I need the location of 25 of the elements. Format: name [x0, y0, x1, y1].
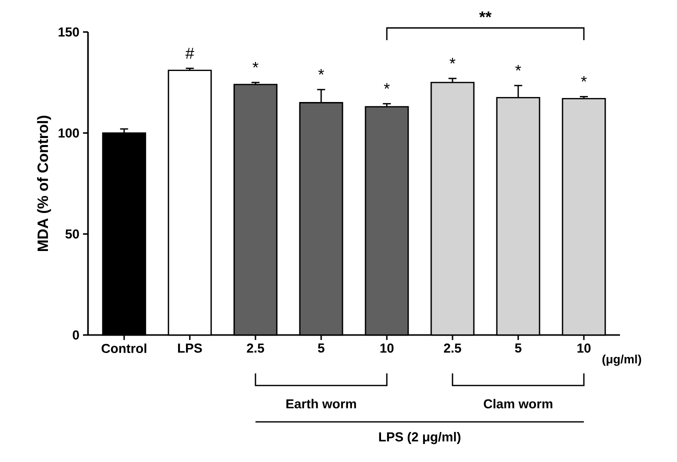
x-tick-label: 5 [318, 344, 324, 353]
data-label: * [252, 62, 258, 68]
y-tick-label: 0 [72, 330, 79, 340]
data-label: * [450, 58, 456, 64]
y-tick-label: 150 [58, 27, 79, 37]
text: (μg/ml) [602, 354, 642, 366]
text: ** [479, 11, 492, 18]
y-axis-title: MDA (% of Control) [37, 116, 52, 251]
text: Clam worm [484, 398, 552, 408]
x-tick-label: Control [102, 344, 146, 354]
x-tick-label: 2.5 [444, 344, 462, 353]
y-tick-label: 50 [65, 229, 79, 239]
x-tick-label: 5 [515, 344, 522, 353]
x-tick-label: 10 [380, 344, 394, 353]
x-tick-label: 10 [577, 344, 591, 353]
data-label: * [318, 69, 324, 75]
data-label: * [515, 64, 522, 71]
data-label: * [581, 76, 587, 82]
x-tick-label: 2.5 [246, 344, 264, 353]
x-tick-label: LPS [178, 344, 202, 353]
data-label: * [384, 83, 390, 89]
text: LPS (2 μg/ml) [379, 432, 460, 444]
data-label: # [185, 48, 194, 59]
y-tick-label: 100 [58, 128, 79, 138]
text: Earth worm [286, 398, 356, 408]
